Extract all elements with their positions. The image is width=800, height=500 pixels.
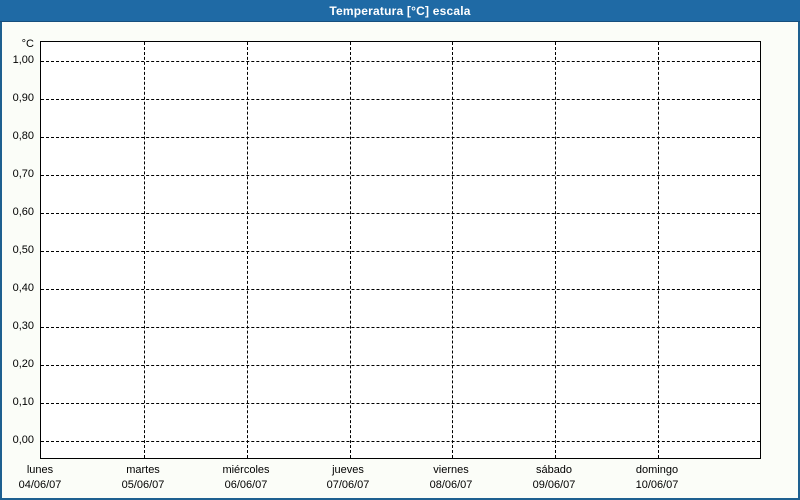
- gridline-vertical: [247, 42, 248, 458]
- y-tick-label: 0,20: [12, 358, 34, 370]
- x-tick-date: 05/06/07: [121, 479, 165, 491]
- y-tick-label: 0,00: [12, 434, 34, 446]
- gridline-vertical: [144, 42, 145, 458]
- gridline-horizontal: [41, 441, 760, 442]
- gridline-vertical: [452, 42, 453, 458]
- y-tick-label: 0,10: [12, 396, 34, 408]
- y-tick-label: 0,60: [12, 206, 34, 218]
- gridline-horizontal: [41, 137, 760, 138]
- y-tick-label: 0,90: [12, 92, 34, 104]
- x-tick-date: 07/06/07: [326, 479, 370, 491]
- x-tick-label: jueves 07/06/07: [296, 463, 400, 493]
- y-tick-label: 0,50: [12, 244, 34, 256]
- gridline-horizontal: [41, 99, 760, 100]
- x-tick-day: lunes: [26, 464, 54, 476]
- x-tick-label: sábado 09/06/07: [502, 463, 606, 493]
- title-bar: Temperatura [°C] escala: [0, 0, 800, 22]
- y-tick-label: 1,00: [12, 54, 34, 66]
- gridline-horizontal: [41, 251, 760, 252]
- x-tick-date: 08/06/07: [429, 479, 473, 491]
- gridline-horizontal: [41, 289, 760, 290]
- x-tick-date: 04/06/07: [18, 479, 62, 491]
- x-tick-date: 06/06/07: [224, 479, 268, 491]
- gridline-vertical: [350, 42, 351, 458]
- y-tick-label: 0,80: [12, 130, 34, 142]
- y-tick-label: 0,30: [12, 320, 34, 332]
- x-tick-label: lunes 04/06/07: [0, 463, 92, 493]
- gridline-horizontal: [41, 61, 760, 62]
- x-tick-label: miércoles 06/06/07: [194, 463, 298, 493]
- x-tick-date: 09/06/07: [532, 479, 576, 491]
- x-tick-day: sábado: [535, 464, 573, 476]
- chart-title: Temperatura [°C] escala: [329, 3, 471, 18]
- y-tick-label: 0,40: [12, 282, 34, 294]
- x-tick-label: viernes 08/06/07: [399, 463, 503, 493]
- x-tick-day: domingo: [635, 464, 679, 476]
- y-axis-unit: °C: [21, 38, 34, 50]
- gridline-horizontal: [41, 175, 760, 176]
- x-tick-day: viernes: [433, 464, 469, 476]
- x-tick-label: domingo 10/06/07: [605, 463, 709, 493]
- x-tick-label: martes 05/06/07: [91, 463, 195, 493]
- gridline-horizontal: [41, 365, 760, 366]
- x-tick-date: 10/06/07: [635, 479, 679, 491]
- plot-area: [40, 41, 761, 459]
- gridline-vertical: [555, 42, 556, 458]
- x-tick-day: miércoles: [222, 464, 270, 476]
- gridline-vertical: [658, 42, 659, 458]
- gridline-horizontal: [41, 403, 760, 404]
- x-tick-day: jueves: [332, 464, 364, 476]
- gridline-horizontal: [41, 327, 760, 328]
- x-tick-day: martes: [126, 464, 160, 476]
- gridline-horizontal: [41, 213, 760, 214]
- y-tick-label: 0,70: [12, 168, 34, 180]
